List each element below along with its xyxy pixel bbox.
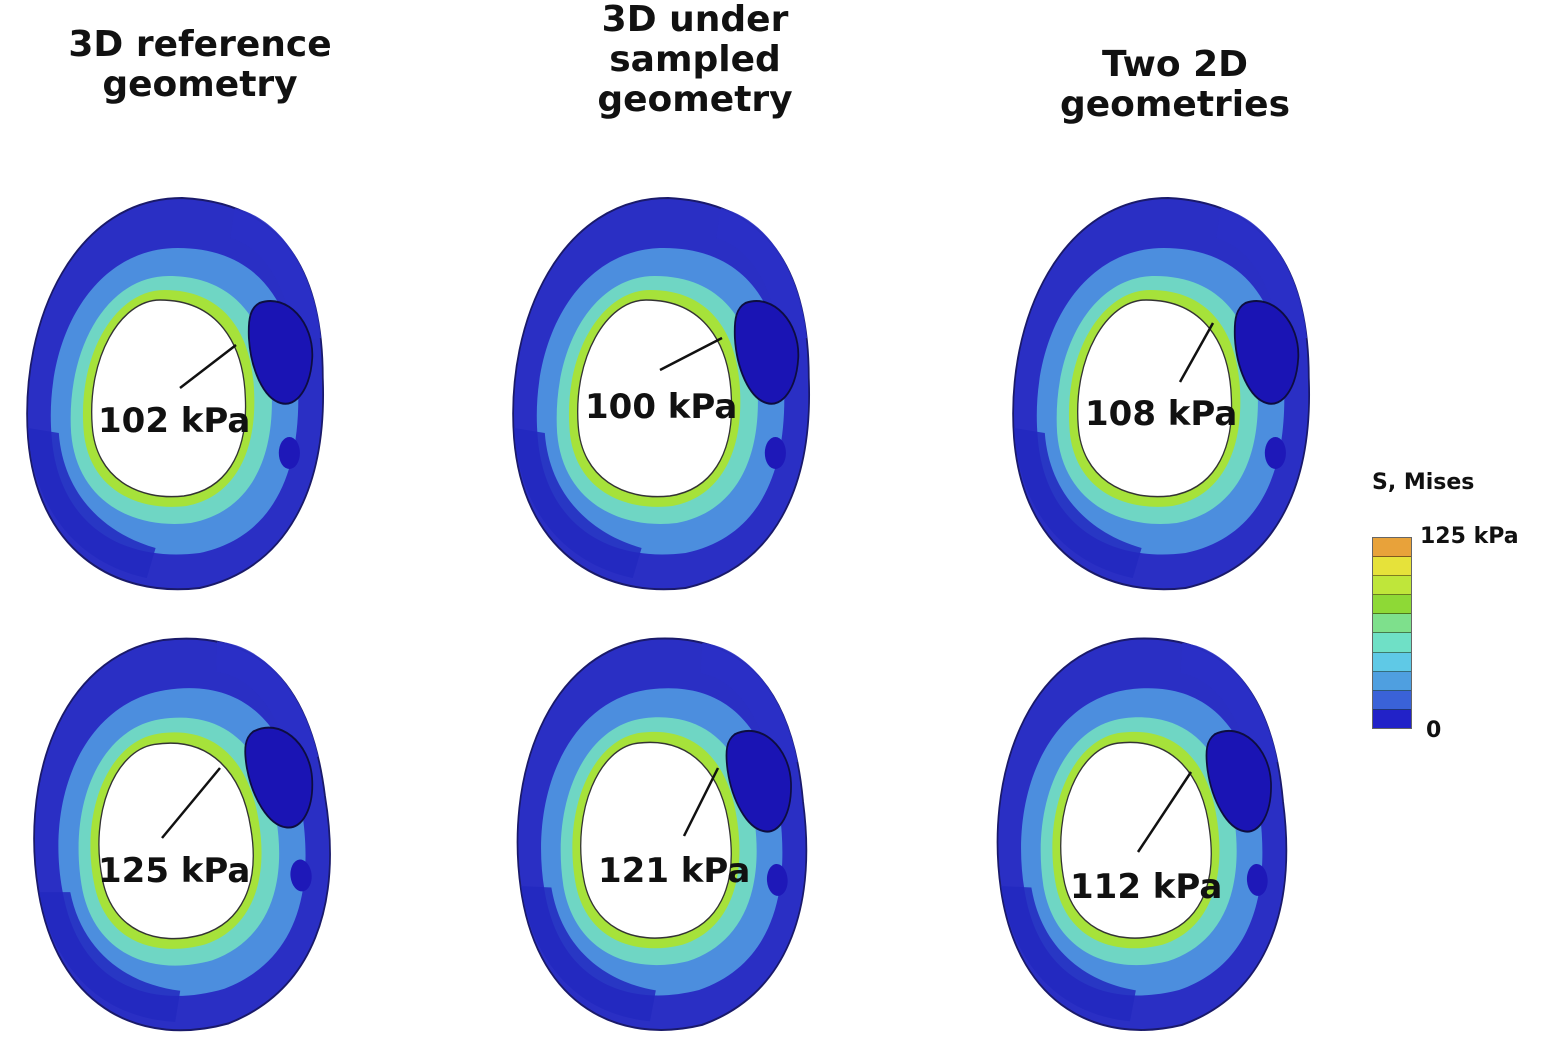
- legend-swatch-7: [1373, 652, 1411, 672]
- legend-swatch-9: [1373, 690, 1411, 710]
- leader-line-6: [1136, 771, 1193, 853]
- legend-swatch-8: [1373, 671, 1411, 691]
- column-title-3d-undersampled: 3D under sampled geometry: [597, 0, 793, 120]
- leader-line-4: [161, 767, 221, 839]
- panel-label-2: 100 kPa: [585, 387, 737, 427]
- panel-label-5: 121 kPa: [598, 851, 750, 891]
- leader-line-5: [682, 767, 720, 837]
- panel-ring-5: 121 kPa: [498, 621, 824, 1048]
- column-title-two-2d: Two 2D geometries: [1060, 44, 1290, 125]
- legend-swatch-10: [1373, 709, 1411, 728]
- legend-max-label: 125 kPa: [1420, 524, 1519, 549]
- column-title-3d-reference: 3D reference geometry: [68, 24, 332, 105]
- leader-line-3: [1178, 322, 1215, 383]
- panel-label-4: 125 kPa: [98, 851, 250, 891]
- leader-line-1: [179, 344, 237, 389]
- legend-swatch-1: [1373, 538, 1411, 558]
- panel-ring-3: 108 kPa: [1012, 197, 1311, 591]
- legend-swatch-4: [1373, 595, 1411, 615]
- legend-color-bar: [1372, 537, 1412, 729]
- panel-ring-2: 100 kPa: [512, 197, 811, 591]
- legend-swatch-6: [1373, 633, 1411, 653]
- panel-label-6: 112 kPa: [1070, 867, 1222, 907]
- panel-ring-6: 112 kPa: [978, 621, 1304, 1048]
- leader-line-2: [659, 336, 723, 372]
- panel-ring-4: 125 kPa: [9, 616, 353, 1053]
- panel-ring-1: 102 kPa: [26, 197, 325, 591]
- legend-min-label: 0: [1426, 718, 1442, 743]
- legend-title: S, Mises: [1372, 470, 1475, 495]
- legend-swatch-5: [1373, 614, 1411, 634]
- panel-label-3: 108 kPa: [1085, 394, 1237, 434]
- legend-swatch-2: [1373, 557, 1411, 577]
- legend-swatch-3: [1373, 576, 1411, 596]
- panel-label-1: 102 kPa: [98, 401, 250, 441]
